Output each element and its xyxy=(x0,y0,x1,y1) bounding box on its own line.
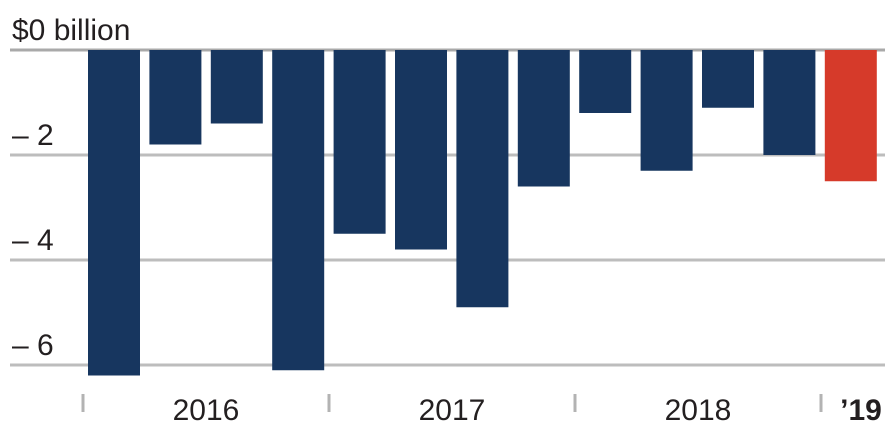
bar xyxy=(88,50,140,376)
y-axis-unit-label: $0 billion xyxy=(12,14,130,47)
x-axis-year-label: 2016 xyxy=(173,394,240,422)
x-axis-year-label: 2018 xyxy=(665,394,732,422)
x-axis: 2016 2017 2018 ’19 xyxy=(81,394,882,422)
y-axis-tick-labels: $0 billion – 2 – 4 – 6 xyxy=(12,14,130,362)
bar xyxy=(763,50,816,155)
y-tick-label: – 2 xyxy=(12,119,54,152)
bar xyxy=(395,50,447,250)
x-axis-year-label: 2017 xyxy=(419,394,486,422)
bar xyxy=(579,50,632,113)
bar xyxy=(333,50,386,234)
bar-highlight xyxy=(824,50,877,182)
bar xyxy=(517,50,570,187)
bars xyxy=(88,50,877,376)
bar xyxy=(210,50,263,124)
bar xyxy=(640,50,693,171)
bar xyxy=(149,50,202,145)
bar xyxy=(272,50,325,371)
bar xyxy=(456,50,509,308)
y-tick-label: – 4 xyxy=(12,224,54,257)
x-axis-year-label: ’19 xyxy=(840,394,882,422)
y-tick-label: – 6 xyxy=(12,329,54,362)
bar xyxy=(702,50,754,108)
